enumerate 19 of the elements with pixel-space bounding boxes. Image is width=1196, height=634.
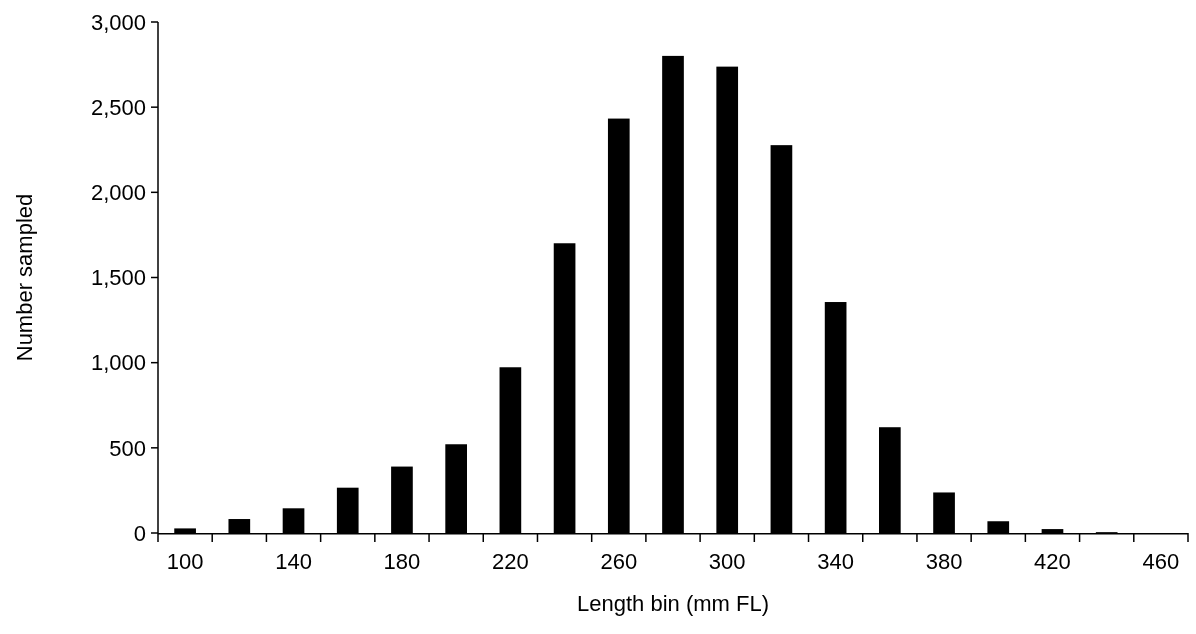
y-tick-label: 2,000 [90, 180, 146, 206]
x-tick-label: 420 [1034, 549, 1071, 574]
x-tick-label: 380 [925, 549, 963, 574]
y-tick-label: 1,000 [90, 350, 146, 376]
x-tick-label: 460 [1142, 549, 1180, 574]
x-axis-title: Length bin (mm FL) [577, 591, 769, 616]
x-tick-label: 100 [166, 549, 204, 574]
y-tick-label: 500 [109, 435, 146, 461]
y-tick-label: 3,000 [90, 9, 146, 35]
x-tick-label: 220 [492, 549, 529, 574]
x-tick-label: 180 [383, 549, 421, 574]
x-tick-label: 260 [600, 549, 638, 574]
y-tick-label: 0 [133, 520, 146, 546]
y-tick-label: 2,500 [90, 94, 146, 120]
y-axis-title: Number sampled [12, 193, 37, 362]
x-tick-label: 300 [708, 549, 746, 574]
y-tick-label: 1,500 [90, 265, 146, 291]
x-tick-label: 140 [275, 549, 312, 574]
x-tick-label: 340 [817, 549, 854, 574]
